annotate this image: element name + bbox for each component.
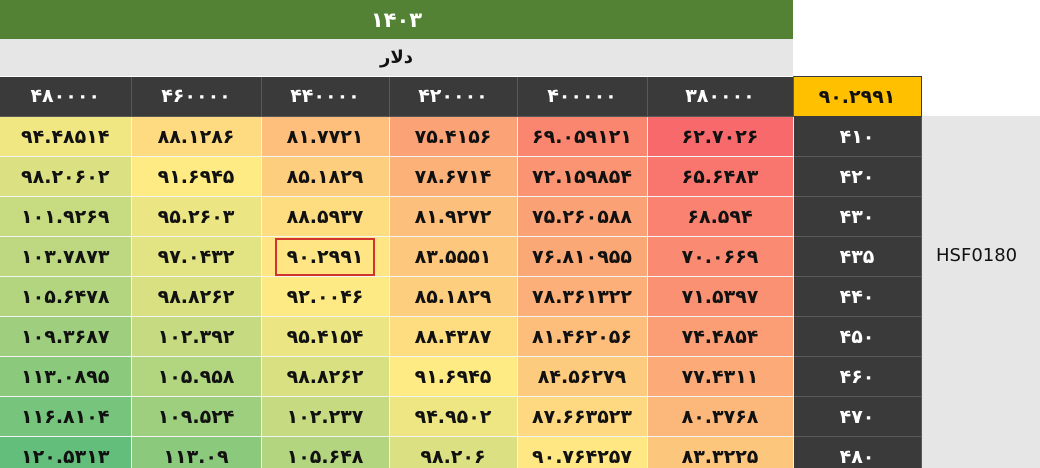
row-header[interactable]: ۴۲۰	[793, 156, 922, 197]
value-cell[interactable]: ۹۱.۶۹۴۵	[131, 156, 262, 197]
value-cell[interactable]: ۹۵.۴۱۵۴	[261, 316, 390, 357]
value-cell[interactable]: ۸۸.۵۹۳۷	[261, 196, 390, 237]
column-header[interactable]: ۴۲۰۰۰۰	[389, 76, 518, 117]
corner-value-cell[interactable]: ۹۰.۲۹۹۱	[792, 76, 922, 117]
table-row: ۹۸.۲۰۶۰۲ ۹۱.۶۹۴۵ ۸۵.۱۸۲۹ ۷۸.۶۷۱۴ ۷۲.۱۵۹۸۵۴ ۶۵…	[0, 156, 922, 197]
value-cell[interactable]: ۹۴.۹۵۰۲	[389, 396, 518, 437]
value-cell[interactable]: ۹۴.۴۸۵۱۴	[0, 116, 132, 157]
value-cell[interactable]: ۱۰۹.۳۶۸۷	[0, 316, 132, 357]
table-row: ۱۰۹.۳۶۸۷ ۱۰۲.۳۹۲ ۹۵.۴۱۵۴ ۸۸.۴۳۸۷ ۸۱.۴۶۲۰۵۶ ۷۴…	[0, 316, 922, 357]
value-cell[interactable]: ۹۸.۲۰۶۰۲	[0, 156, 132, 197]
table-row: ۱۰۵.۶۴۷۸ ۹۸.۸۲۶۲ ۹۲.۰۰۴۶ ۸۵.۱۸۲۹ ۷۸.۳۶۱۳۲۲ ۷۱…	[0, 276, 922, 317]
value-cell[interactable]: ۱۰۵.۹۵۸	[131, 356, 262, 397]
row-header[interactable]: ۴۶۰	[793, 356, 922, 397]
value-cell[interactable]: ۷۱.۵۳۹۷	[647, 276, 794, 317]
value-cell[interactable]: ۶۲.۷۰۲۶	[647, 116, 794, 157]
side-label-panel	[922, 116, 1040, 468]
value-cell[interactable]: ۸۷.۶۶۳۵۲۳	[517, 396, 648, 437]
column-header[interactable]: ۴۶۰۰۰۰	[131, 76, 262, 117]
value-cell[interactable]: ۷۷.۴۳۱۱	[647, 356, 794, 397]
value-cell[interactable]: ۹۲.۰۰۴۶	[261, 276, 390, 317]
value-cell[interactable]: ۱۰۲.۳۹۲	[131, 316, 262, 357]
table-row: ۱۰۳.۷۸۷۳ ۹۷.۰۴۳۲ ۹۰.۲۹۹۱ ۸۳.۵۵۵۱ ۷۶.۸۱۰۹۵۵ ۷۰…	[0, 236, 922, 277]
value-cell[interactable]: ۹۸.۸۲۶۲	[261, 356, 390, 397]
value-cell[interactable]: ۱۰۵.۶۴۸	[261, 436, 390, 468]
value-cell[interactable]: ۱۱۳.۰۹	[131, 436, 262, 468]
value-cell[interactable]: ۶۵.۶۴۸۳	[647, 156, 794, 197]
value-cell[interactable]: ۷۸.۳۶۱۳۲۲	[517, 276, 648, 317]
value-cell[interactable]: ۷۲.۱۵۹۸۵۴	[517, 156, 648, 197]
value-cell[interactable]: ۹۱.۶۹۴۵	[389, 356, 518, 397]
currency-header: دلار	[0, 39, 793, 76]
value-cell[interactable]: ۹۸.۸۲۶۲	[131, 276, 262, 317]
value-cell[interactable]: ۸۱.۴۶۲۰۵۶	[517, 316, 648, 357]
year-header: ۱۴۰۳	[0, 0, 793, 39]
value-cell[interactable]: ۱۰۱.۹۲۶۹	[0, 196, 132, 237]
value-cell[interactable]: ۹۸.۲۰۶	[389, 436, 518, 468]
value-cell[interactable]: ۸۳.۵۵۵۱	[389, 236, 518, 277]
value-cell[interactable]: ۹۰.۷۶۴۲۵۷	[517, 436, 648, 468]
table-row: ۱۲۰.۵۳۱۳ ۱۱۳.۰۹ ۱۰۵.۶۴۸ ۹۸.۲۰۶ ۹۰.۷۶۴۲۵۷ ۸۳.۳…	[0, 436, 922, 468]
row-header[interactable]: ۴۷۰	[793, 396, 922, 437]
currency-header-text: دلار	[379, 47, 413, 68]
column-header[interactable]: ۴۰۰۰۰۰	[517, 76, 648, 117]
value-cell[interactable]: ۱۰۵.۶۴۷۸	[0, 276, 132, 317]
table-row: ۱۰۱.۹۲۶۹ ۹۵.۲۶۰۳ ۸۸.۵۹۳۷ ۸۱.۹۲۷۲ ۷۵.۲۶۰۵۸۸ ۶۸…	[0, 196, 922, 237]
year-header-text: ۱۴۰۳	[370, 7, 423, 32]
value-cell[interactable]: ۸۳.۳۲۲۵	[647, 436, 794, 468]
value-cell[interactable]: ۸۸.۱۲۸۶	[131, 116, 262, 157]
value-cell[interactable]: ۷۰.۰۶۶۹	[647, 236, 794, 277]
value-cell[interactable]: ۷۴.۴۸۵۴	[647, 316, 794, 357]
row-header[interactable]: ۴۳۰	[793, 196, 922, 237]
model-label: HSF0180	[936, 244, 1018, 266]
row-header[interactable]: ۴۱۰	[793, 116, 922, 157]
value-cell[interactable]: ۸۱.۹۲۷۲	[389, 196, 518, 237]
value-cell[interactable]: ۸۰.۳۷۶۸	[647, 396, 794, 437]
table-row: ۱۱۳.۰۸۹۵ ۱۰۵.۹۵۸ ۹۸.۸۲۶۲ ۹۱.۶۹۴۵ ۸۴.۵۶۲۷۹ ۷۷.…	[0, 356, 922, 397]
value-cell[interactable]: ۸۵.۱۸۲۹	[389, 276, 518, 317]
row-header[interactable]: ۴۵۰	[793, 316, 922, 357]
value-cell[interactable]: ۷۶.۸۱۰۹۵۵	[517, 236, 648, 277]
value-cell[interactable]: ۹۵.۲۶۰۳	[131, 196, 262, 237]
column-header[interactable]: ۳۸۰۰۰۰	[647, 76, 794, 117]
column-header[interactable]: ۴۴۰۰۰۰	[261, 76, 390, 117]
value-cell[interactable]: ۸۸.۴۳۸۷	[389, 316, 518, 357]
row-header[interactable]: ۴۴۰	[793, 276, 922, 317]
row-header[interactable]: ۴۸۰	[793, 436, 922, 468]
value-cell[interactable]: ۱۰۲.۲۳۷	[261, 396, 390, 437]
value-cell[interactable]: ۶۹.۰۵۹۱۲۱	[517, 116, 648, 157]
value-cell[interactable]: ۶۸.۵۹۴	[647, 196, 794, 237]
value-cell[interactable]: ۹۰.۲۹۹۱	[261, 236, 390, 277]
value-cell[interactable]: ۸۴.۵۶۲۷۹	[517, 356, 648, 397]
value-cell[interactable]: ۱۲۰.۵۳۱۳	[0, 436, 132, 468]
value-cell[interactable]: ۱۰۹.۵۲۴	[131, 396, 262, 437]
table-row: ۱۱۶.۸۱۰۴ ۱۰۹.۵۲۴ ۱۰۲.۲۳۷ ۹۴.۹۵۰۲ ۸۷.۶۶۳۵۲۳ ۸۰…	[0, 396, 922, 437]
value-cell[interactable]: ۱۱۶.۸۱۰۴	[0, 396, 132, 437]
row-header[interactable]: ۴۳۵	[793, 236, 922, 277]
value-cell[interactable]: ۷۸.۶۷۱۴	[389, 156, 518, 197]
value-cell[interactable]: ۷۵.۴۱۵۶	[389, 116, 518, 157]
value-cell[interactable]: ۱۱۳.۰۸۹۵	[0, 356, 132, 397]
price-matrix-table: ۴۸۰۰۰۰ ۴۶۰۰۰۰ ۴۴۰۰۰۰ ۴۲۰۰۰۰ ۴۰۰۰۰۰ ۳۸۰۰۰۰ ۹۰.۲…	[0, 76, 922, 468]
value-cell[interactable]: ۸۵.۱۸۲۹	[261, 156, 390, 197]
value-cell[interactable]: ۱۰۳.۷۸۷۳	[0, 236, 132, 277]
value-cell[interactable]: ۸۱.۷۷۲۱	[261, 116, 390, 157]
table-row: ۹۴.۴۸۵۱۴ ۸۸.۱۲۸۶ ۸۱.۷۷۲۱ ۷۵.۴۱۵۶ ۶۹.۰۵۹۱۲۱ ۶۲…	[0, 116, 922, 157]
value-cell[interactable]: ۹۷.۰۴۳۲	[131, 236, 262, 277]
selected-value-highlight: ۹۰.۲۹۹۱	[274, 237, 376, 276]
column-header[interactable]: ۴۸۰۰۰۰	[0, 76, 132, 117]
value-cell[interactable]: ۷۵.۲۶۰۵۸۸	[517, 196, 648, 237]
